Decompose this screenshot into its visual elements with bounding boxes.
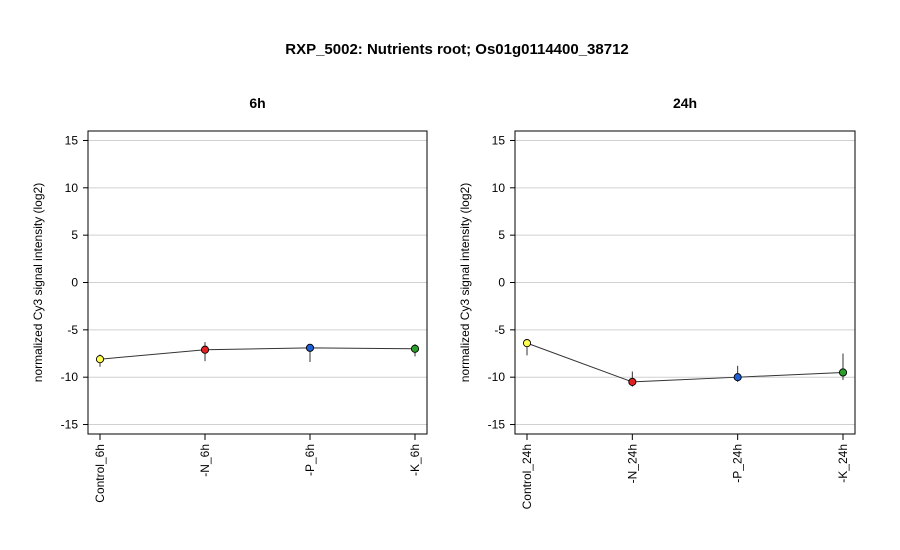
- chart-panels: 6h 15 10 5 0 -5 -10 -15 normalized Cy3 signal in…: [31, 95, 856, 509]
- chart-panel-24h: 24h 15 10 5 0 -5 -10 -15 normalized Cy3 signal i…: [458, 95, 856, 509]
- plot-frame: [87, 130, 428, 435]
- y-tick-label: -15: [61, 418, 79, 432]
- data-point: [733, 373, 742, 382]
- x-tick-label: -P_24h: [731, 444, 745, 483]
- x-tick-label: Control_6h: [93, 444, 107, 503]
- x-tick-label: -K_24h: [836, 444, 850, 483]
- y-tick-label: 10: [492, 181, 506, 195]
- y-tick-label: 5: [71, 228, 78, 242]
- y-tick-label: -10: [61, 370, 79, 384]
- y-tick-label: -5: [494, 323, 505, 337]
- y-tick-label: -15: [488, 418, 506, 432]
- y-tick-label: -10: [488, 370, 506, 384]
- plot-frame: [514, 130, 856, 435]
- y-tick-label: 0: [71, 276, 78, 290]
- x-tick-label: Control_24h: [520, 444, 534, 509]
- y-axis-label: normalized Cy3 signal intensity (log2): [458, 183, 472, 382]
- panel-title: 24h: [673, 95, 697, 111]
- data-point: [95, 355, 105, 364]
- x-tick-label: -N_6h: [198, 444, 212, 477]
- data-point: [200, 345, 210, 354]
- y-tick-label: 15: [492, 133, 506, 147]
- panel-title: 6h: [249, 95, 265, 111]
- data-point: [522, 339, 532, 348]
- x-tick-label: -P_6h: [303, 444, 317, 476]
- data-point: [305, 343, 315, 352]
- series-line: [99, 347, 416, 360]
- y-tick-label: 10: [65, 181, 79, 195]
- data-point: [838, 368, 848, 377]
- y-axis-label: normalized Cy3 signal intensity (log2): [31, 183, 45, 382]
- y-tick-label: -5: [67, 323, 78, 337]
- chart-panel-6h: 6h 15 10 5 0 -5 -10 -15 normalized Cy3 signal in…: [31, 95, 428, 503]
- figure-title: RXP_5002: Nutrients root; Os01g0114400_3…: [285, 41, 629, 58]
- y-tick-label: 15: [65, 133, 79, 147]
- x-tick-label: -N_24h: [625, 444, 639, 483]
- data-point: [410, 344, 420, 353]
- y-tick-label: 0: [498, 276, 505, 290]
- x-tick-label: -K_6h: [408, 444, 422, 476]
- data-point: [628, 377, 637, 386]
- y-tick-label: 5: [498, 228, 505, 242]
- series-line: [526, 342, 844, 383]
